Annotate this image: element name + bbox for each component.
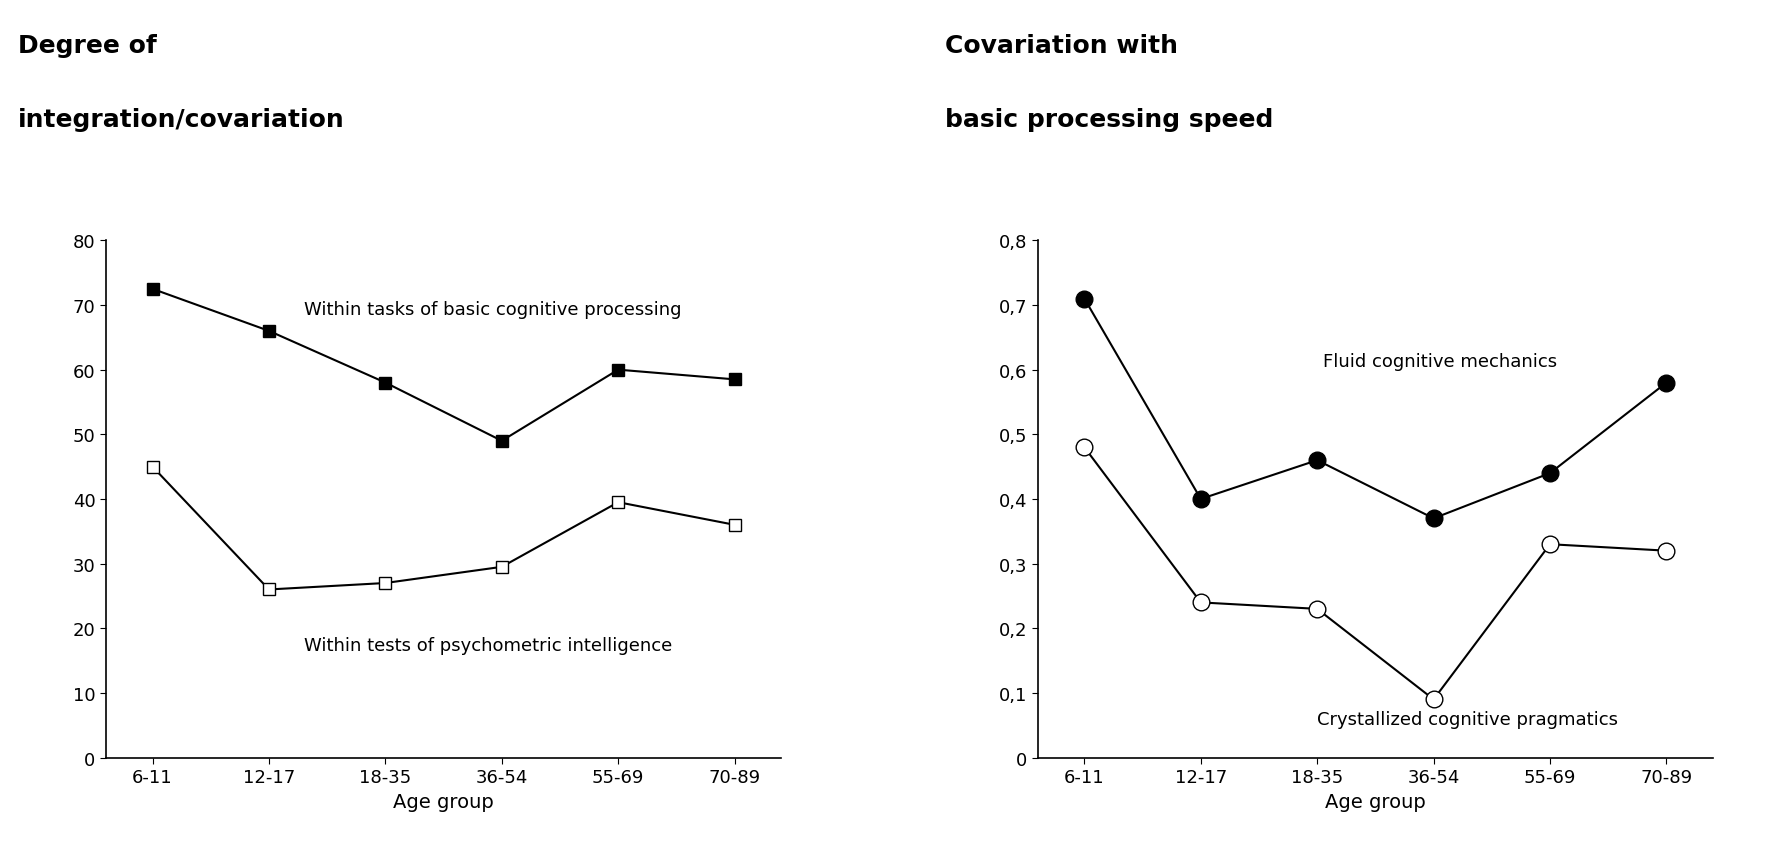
Text: Fluid cognitive mechanics: Fluid cognitive mechanics <box>1323 352 1558 370</box>
X-axis label: Age group: Age group <box>394 791 494 810</box>
X-axis label: Age group: Age group <box>1324 791 1425 810</box>
Text: integration/covariation: integration/covariation <box>18 108 344 132</box>
Text: Within tasks of basic cognitive processing: Within tasks of basic cognitive processi… <box>304 300 682 319</box>
Text: Covariation with: Covariation with <box>945 34 1178 59</box>
Text: Degree of: Degree of <box>18 34 157 59</box>
Text: basic processing speed: basic processing speed <box>945 108 1273 132</box>
Text: Within tests of psychometric intelligence: Within tests of psychometric intelligenc… <box>304 636 673 654</box>
Text: Crystallized cognitive pragmatics: Crystallized cognitive pragmatics <box>1317 710 1618 728</box>
